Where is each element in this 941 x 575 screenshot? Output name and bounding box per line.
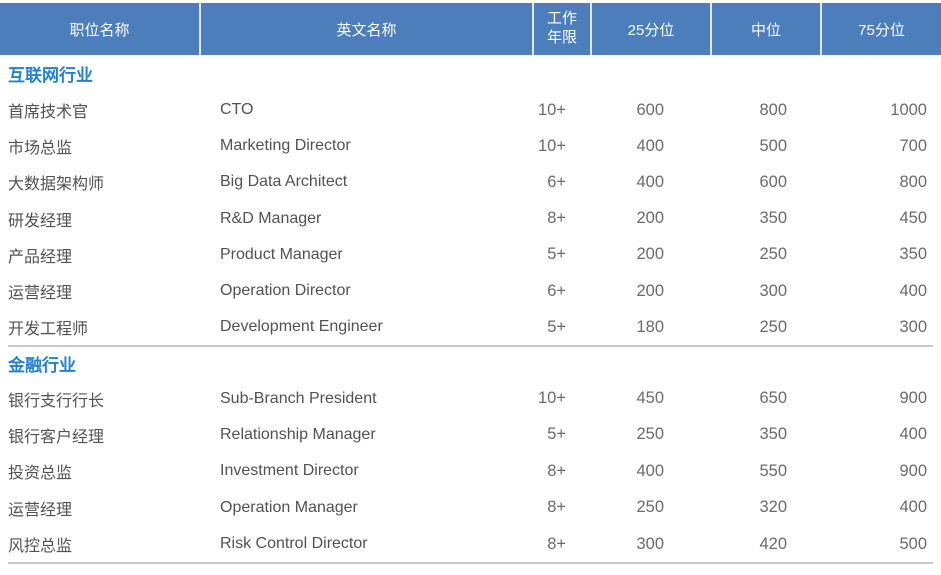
p25-value: 600 — [636, 100, 664, 119]
p25-value: 400 — [636, 172, 664, 191]
p75-value: 900 — [899, 389, 927, 407]
header-position-name: 职位名称 — [0, 3, 201, 55]
median-value: 250 — [759, 245, 787, 264]
position-name: 运营经理 — [8, 285, 73, 303]
work-years: 5+ — [547, 245, 566, 264]
table-row: 产品经理 Product Manager 5+ 200 250 350 — [0, 237, 941, 273]
english-name: Marketing Director — [220, 137, 351, 155]
header-25th-percentile: 25分位 — [592, 3, 712, 55]
p25-value: 200 — [636, 245, 664, 264]
p25-value: 400 — [636, 136, 664, 155]
table-header-row: 职位名称 英文名称 工作 年限 25分位 中位 75分位 — [0, 3, 941, 55]
work-years: 8+ — [547, 461, 566, 480]
work-years: 10+ — [538, 136, 566, 155]
header-english-name: 英文名称 — [201, 3, 534, 55]
p75-value: 450 — [899, 209, 927, 228]
median-value: 300 — [759, 281, 787, 300]
work-years: 10+ — [538, 389, 566, 407]
english-name: Development Engineer — [220, 318, 383, 336]
position-name: 运营经理 — [8, 501, 73, 519]
english-name: Investment Director — [220, 462, 359, 480]
p75-value: 350 — [899, 245, 927, 264]
table-row: 运营经理 Operation Manager 8+ 250 320 400 — [0, 489, 941, 525]
p25-value: 200 — [636, 209, 664, 228]
work-years: 5+ — [547, 317, 566, 336]
median-value: 350 — [759, 425, 787, 444]
english-name: Risk Control Director — [220, 535, 368, 553]
work-years: 8+ — [547, 534, 566, 553]
english-name: Sub-Branch President — [220, 389, 377, 407]
english-name: Relationship Manager — [220, 425, 376, 443]
table-row: 银行客户经理 Relationship Manager 5+ 250 350 4… — [0, 417, 941, 453]
p75-value: 700 — [899, 136, 927, 155]
section-title-finance: 金融行业 — [8, 356, 76, 376]
work-years: 6+ — [547, 172, 566, 191]
english-name: Operation Director — [220, 282, 351, 300]
median-value: 420 — [759, 534, 787, 553]
table-row: 大数据架构师 Big Data Architect 6+ 400 600 800 — [0, 164, 941, 200]
position-name: 研发经理 — [8, 212, 73, 230]
table-row: 运营经理 Operation Director 6+ 200 300 400 — [0, 273, 941, 309]
table-row: 研发经理 R&D Manager 8+ 200 350 450 — [0, 201, 941, 237]
median-value: 550 — [759, 461, 787, 480]
work-years: 6+ — [547, 281, 566, 300]
median-value: 800 — [759, 100, 787, 119]
position-name: 大数据架构师 — [8, 176, 105, 194]
median-value: 600 — [759, 172, 787, 191]
work-years: 5+ — [547, 425, 566, 444]
position-name: 市场总监 — [8, 140, 73, 158]
p75-value: 400 — [899, 498, 927, 517]
work-years: 10+ — [538, 100, 566, 119]
table-row: 银行支行行长 Sub-Branch President 10+ 450 650 … — [0, 380, 941, 416]
p75-value: 400 — [899, 281, 927, 300]
median-value: 350 — [759, 209, 787, 228]
english-name: Operation Manager — [220, 498, 358, 516]
p75-value: 500 — [899, 534, 927, 553]
table-row: 投资总监 Investment Director 8+ 400 550 900 — [0, 453, 941, 489]
section-divider-line — [8, 345, 933, 348]
p25-value: 250 — [636, 498, 664, 517]
work-years: 8+ — [547, 209, 566, 228]
bottom-rule-line — [8, 562, 933, 565]
p25-value: 400 — [636, 461, 664, 480]
english-name: R&D Manager — [220, 209, 322, 227]
table-row: 风控总监 Risk Control Director 8+ 300 420 50… — [0, 526, 941, 562]
table-row: 市场总监 Marketing Director 10+ 400 500 700 — [0, 128, 941, 164]
english-name: Big Data Architect — [220, 173, 348, 191]
p25-value: 450 — [636, 389, 664, 407]
section-title-internet: 互联网行业 — [8, 66, 93, 85]
median-value: 320 — [759, 498, 787, 517]
median-value: 650 — [759, 389, 787, 407]
table-row: 首席技术官 CTO 10+ 600 800 1000 — [0, 92, 941, 128]
p25-value: 250 — [636, 425, 664, 444]
position-name: 银行客户经理 — [8, 428, 105, 446]
position-name: 银行支行行长 — [8, 392, 105, 410]
p25-value: 300 — [636, 534, 664, 553]
p75-value: 800 — [899, 172, 927, 191]
p25-value: 200 — [636, 281, 664, 300]
position-name: 投资总监 — [8, 465, 73, 483]
p75-value: 1000 — [890, 100, 927, 119]
position-name: 产品经理 — [8, 248, 73, 266]
header-median: 中位 — [712, 3, 822, 55]
p75-value: 300 — [899, 317, 927, 336]
work-years: 8+ — [547, 498, 566, 517]
p25-value: 180 — [636, 317, 664, 336]
header-75th-percentile: 75分位 — [858, 21, 905, 39]
median-value: 250 — [759, 317, 787, 336]
header-work-years: 工作 年限 — [534, 3, 592, 55]
p75-value: 400 — [899, 425, 927, 444]
median-value: 500 — [759, 136, 787, 155]
position-name: 首席技术官 — [8, 104, 89, 122]
english-name: Product Manager — [220, 245, 343, 263]
english-name: CTO — [220, 101, 254, 119]
position-name: 开发工程师 — [8, 321, 89, 339]
table-row: 开发工程师 Development Engineer 5+ 180 250 30… — [0, 309, 941, 345]
p75-value: 900 — [899, 461, 927, 480]
position-name: 风控总监 — [8, 538, 73, 556]
